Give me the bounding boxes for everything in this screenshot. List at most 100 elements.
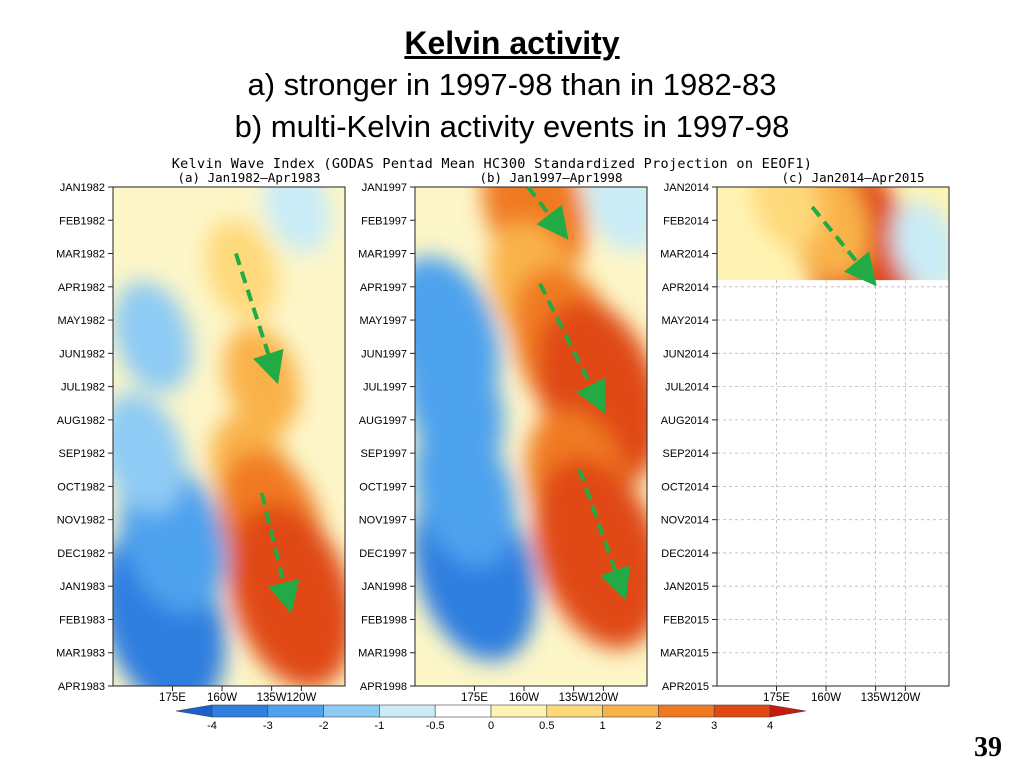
x-tick-label: 135W [559, 692, 589, 704]
y-tick-label: FEB2014 [663, 215, 709, 227]
heatmap-field [717, 187, 949, 281]
y-tick-label: MAR1998 [358, 648, 407, 660]
panel-frame [414, 186, 648, 687]
y-tick-label: JUL1982 [61, 382, 105, 394]
slide-subtitle-a: a) stronger in 1997-98 than in 1982-83 [247, 67, 777, 102]
heatmap-blobs [752, 187, 949, 281]
y-tick-label: JAN2015 [664, 581, 709, 593]
y-tick-label: APR2015 [662, 681, 709, 693]
heatmap-field [415, 187, 647, 686]
y-tick-label: JUL2014 [665, 382, 709, 394]
colorbar-tick-label: -0.5 [426, 720, 445, 732]
x-tick-label: 175E [159, 692, 186, 704]
x-tick-label: 120W [890, 692, 920, 704]
panel-label: (c) Jan2014–Apr2015 [782, 170, 925, 185]
heatmap-cell [534, 457, 647, 649]
y-tick-label: APR1983 [58, 681, 105, 693]
y-tick-label: FEB1983 [59, 614, 105, 626]
panel-frame [112, 186, 346, 687]
y-tick-label: SEP2014 [663, 448, 709, 460]
y-tick-label: MAY1982 [58, 315, 106, 327]
y-tick-label: JUL1997 [363, 382, 407, 394]
x-tick-label: 160W [207, 692, 237, 704]
colorbar-tick-label: 0 [488, 720, 494, 732]
propagation-arrow [259, 492, 300, 614]
heatmap-cell [585, 187, 647, 253]
y-tick-label: JUN1997 [361, 348, 407, 360]
y-tick-label: OCT2014 [661, 481, 709, 493]
y-tick-label: FEB1982 [59, 215, 105, 227]
heatmap-cell [264, 187, 331, 254]
panel-label: (a) Jan1982–Apr1983 [178, 170, 321, 185]
colorbar-tick-label: -3 [263, 720, 273, 732]
y-tick-label: JAN1982 [60, 182, 105, 194]
figure-title: Kelvin Wave Index (GODAS Pentad Mean HC3… [172, 156, 813, 172]
propagation-arrow [810, 205, 877, 287]
heatmap-cell [113, 392, 185, 514]
panel-label: (b) Jan1997–Apr1998 [480, 170, 623, 185]
colorbar-segment [323, 704, 380, 718]
heatmap-field [113, 187, 345, 686]
y-tick-label: AUG1982 [57, 415, 105, 427]
y-tick-label: FEB1998 [361, 614, 407, 626]
y-tick-label: APR2014 [662, 282, 709, 294]
y-tick-label: MAY2014 [662, 315, 710, 327]
propagation-arrow [577, 469, 631, 601]
colorbar-segment [211, 704, 269, 718]
heatmap-cell [891, 200, 949, 281]
panel-frame [716, 186, 950, 687]
colorbar-tick-label: -2 [319, 720, 329, 732]
heatmap-cell [752, 187, 821, 249]
y-tick-label: SEP1982 [59, 448, 105, 460]
colorbar-tick-label: 2 [655, 720, 661, 732]
slide-number: 39 [974, 732, 1002, 763]
y-tick-label: MAR2015 [660, 648, 709, 660]
y-tick-label: OCT1997 [359, 481, 407, 493]
slide-subtitle-b: b) multi-Kelvin activity events in 1997-… [234, 109, 790, 144]
y-tick-label: DEC2014 [661, 548, 709, 560]
y-tick-label: MAR1982 [56, 249, 105, 261]
y-tick-label: MAR1997 [358, 249, 407, 261]
colorbar-tick-label: -4 [207, 720, 217, 732]
colorbar-segment [434, 704, 492, 718]
y-tick-label: AUG2014 [661, 415, 709, 427]
colorbar-segment [769, 704, 807, 718]
colorbar-tick-label: 4 [767, 720, 773, 732]
y-tick-label: APR1982 [58, 282, 105, 294]
y-tick-label: JUN1982 [59, 348, 105, 360]
slide-title-block: Kelvin activity a) stronger in 1997-98 t… [0, 22, 1024, 148]
y-tick-label: AUG1997 [359, 415, 407, 427]
heatmap-cell [205, 219, 279, 322]
heatmap-cell [113, 281, 192, 393]
colorbar-segment [658, 704, 715, 718]
y-tick-label: DEC1982 [57, 548, 105, 560]
x-tick-label: 175E [461, 692, 488, 704]
heatmap-cell [415, 418, 516, 568]
y-tick-label: OCT1982 [57, 481, 105, 493]
y-tick-label: JAN2014 [664, 182, 709, 194]
y-tick-label: NOV1982 [57, 515, 105, 527]
x-tick-label: 175E [763, 692, 790, 704]
colorbar-segment [267, 704, 324, 718]
y-tick-label: JAN1983 [60, 581, 105, 593]
colorbar-tick-label: 1 [600, 720, 606, 732]
colorbar-tick-label: -1 [375, 720, 385, 732]
panel-c: (c) Jan2014–Apr2015 JAN2014 FEB2014 MAR2014… [660, 170, 950, 704]
colorbar-segment [713, 704, 771, 718]
x-tick-label: 135W [861, 692, 891, 704]
y-tick-label: NOV1997 [359, 515, 407, 527]
y-tick-label: FEB1997 [361, 215, 407, 227]
y-tick-label: JAN1998 [362, 581, 407, 593]
colorbar-segment [490, 704, 548, 718]
colorbar-segment [175, 704, 213, 718]
colorbar-tick-label: 3 [711, 720, 717, 732]
y-tick-label: APR1997 [360, 282, 407, 294]
colorbar-tick-label: 0.5 [539, 720, 554, 732]
y-tick-label: DEC1997 [359, 548, 407, 560]
y-tick-label: JAN1997 [362, 182, 407, 194]
colorbar-segment [379, 704, 436, 718]
propagation-arrow [234, 252, 284, 385]
propagation-arrow [526, 185, 569, 240]
y-tick-label: NOV2014 [661, 515, 709, 527]
